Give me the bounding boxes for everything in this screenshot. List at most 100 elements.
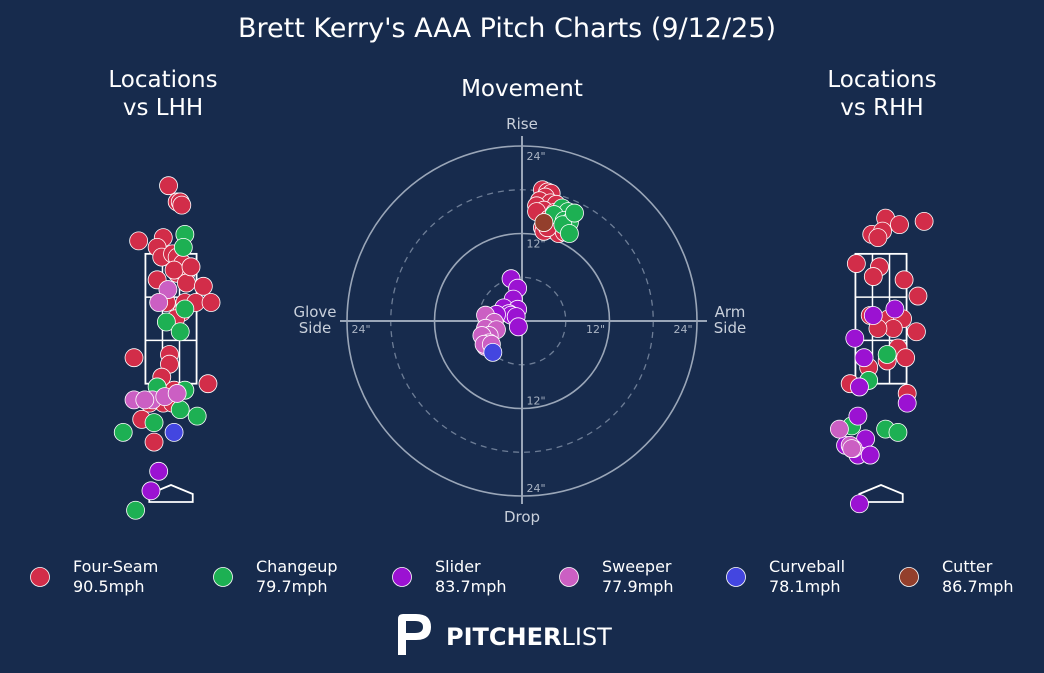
pitch-point [885, 299, 905, 319]
ring-label: 24" [526, 482, 545, 495]
pitch-point [890, 215, 909, 235]
pitch-point [894, 270, 914, 290]
legend-pitch-velo: 78.1mph [769, 577, 841, 596]
locations-vs-rhh-panel: Locations vs RHH [827, 67, 937, 514]
ring-label: 12" [586, 323, 605, 336]
pitch-point [175, 299, 195, 319]
pitch-point [897, 393, 917, 413]
pitch-point [126, 500, 145, 520]
legend-swatch [392, 567, 412, 587]
pitcherlist-brand: PITCHERLIST [398, 614, 612, 655]
pitch-point [868, 228, 888, 248]
pitch-point [854, 348, 874, 368]
pitch-point [842, 439, 862, 458]
axis-label-drop: Drop [504, 508, 540, 526]
pitch-point [888, 422, 908, 442]
pitch-point [172, 195, 192, 215]
legend-swatch [899, 567, 919, 587]
svg-text:PITCHERLIST: PITCHERLIST [446, 623, 612, 651]
legend-pitch-name: Sweeper [602, 557, 672, 576]
pitch-point [164, 422, 184, 442]
legend-swatch [30, 567, 50, 587]
pitch-point [850, 494, 869, 514]
legend-pitch-name: Four-Seam [73, 557, 158, 576]
movement-point [534, 213, 554, 232]
pitch-point [149, 293, 169, 312]
pitch-point [141, 481, 161, 501]
axis-label-arm-side: Arm Side [714, 303, 746, 337]
pitch-point [863, 267, 883, 286]
pitch-point [167, 384, 187, 403]
pitch-point [113, 422, 133, 442]
pitch-point [129, 231, 149, 251]
movement-panel: Movement Rise Drop Glove Side Arm Side 24" 12" 12… [293, 76, 746, 526]
pitch-point [124, 348, 144, 368]
legend-pitch-velo: 83.7mph [435, 577, 507, 596]
chart-title: Brett Kerry's AAA Pitch Charts (9/12/25) [238, 13, 776, 44]
axis-label-glove-side: Glove Side [293, 303, 336, 337]
panel-title: Locations vs RHH [827, 67, 936, 121]
pitch-point [850, 377, 869, 397]
pitch-point [848, 406, 868, 426]
legend-pitch-velo: 77.9mph [602, 577, 674, 596]
pitch-point [830, 419, 849, 439]
panel-title: Movement [461, 76, 583, 102]
legend-pitch-velo: 79.7mph [256, 577, 328, 596]
pitch-point [863, 306, 883, 325]
pitch-point [198, 374, 218, 394]
pitch-point [149, 461, 169, 481]
pitch-point [907, 322, 926, 342]
locations-vs-lhh-panel: Locations vs LHH [108, 67, 221, 520]
pitch-point [846, 254, 866, 273]
ring-label: 24" [526, 150, 545, 163]
movement-point [559, 224, 579, 243]
ring-label: 12" [526, 395, 545, 408]
pitch-point [156, 312, 176, 332]
pitch-point [159, 176, 178, 196]
legend-pitch-name: Changeup [256, 557, 338, 576]
pitch-point [201, 293, 221, 312]
pitch-point [877, 345, 897, 364]
legend-pitch-name: Slider [435, 557, 481, 576]
pitch-point [896, 348, 916, 368]
pitch-point [170, 322, 190, 342]
pitch-point [170, 400, 190, 420]
pitch-point [173, 237, 193, 257]
legend-pitch-velo: 90.5mph [73, 577, 145, 596]
pitch-point [135, 390, 155, 410]
movement-point [565, 203, 584, 223]
movement-point [508, 317, 528, 337]
ring-label: 24" [673, 323, 692, 336]
panel-title: Locations vs LHH [108, 67, 217, 121]
pitch-point [177, 273, 196, 293]
legend-pitch-velo: 86.7mph [942, 577, 1014, 596]
ring-label: 12" [526, 238, 545, 251]
pitch-point [914, 211, 934, 231]
movement-point [483, 342, 503, 362]
pitch-point [860, 445, 880, 465]
legend-pitch-name: Curveball [769, 557, 845, 576]
legend-swatch [726, 567, 746, 587]
pitch-point [144, 413, 164, 433]
pitch-point [193, 276, 213, 296]
pitch-point [908, 286, 928, 306]
pitch-point [181, 257, 201, 277]
pitcherlist-p-icon [398, 614, 431, 655]
pitch-point [187, 406, 207, 426]
axis-label-rise: Rise [506, 115, 538, 133]
pitch-point [845, 328, 865, 348]
pitch-point [144, 432, 164, 452]
pitch-point [158, 280, 178, 299]
legend-pitch-name: Cutter [942, 557, 993, 576]
brand-bold: PITCHER [446, 623, 561, 651]
brand-light: LIST [561, 623, 612, 651]
ring-label: 24" [351, 323, 370, 336]
